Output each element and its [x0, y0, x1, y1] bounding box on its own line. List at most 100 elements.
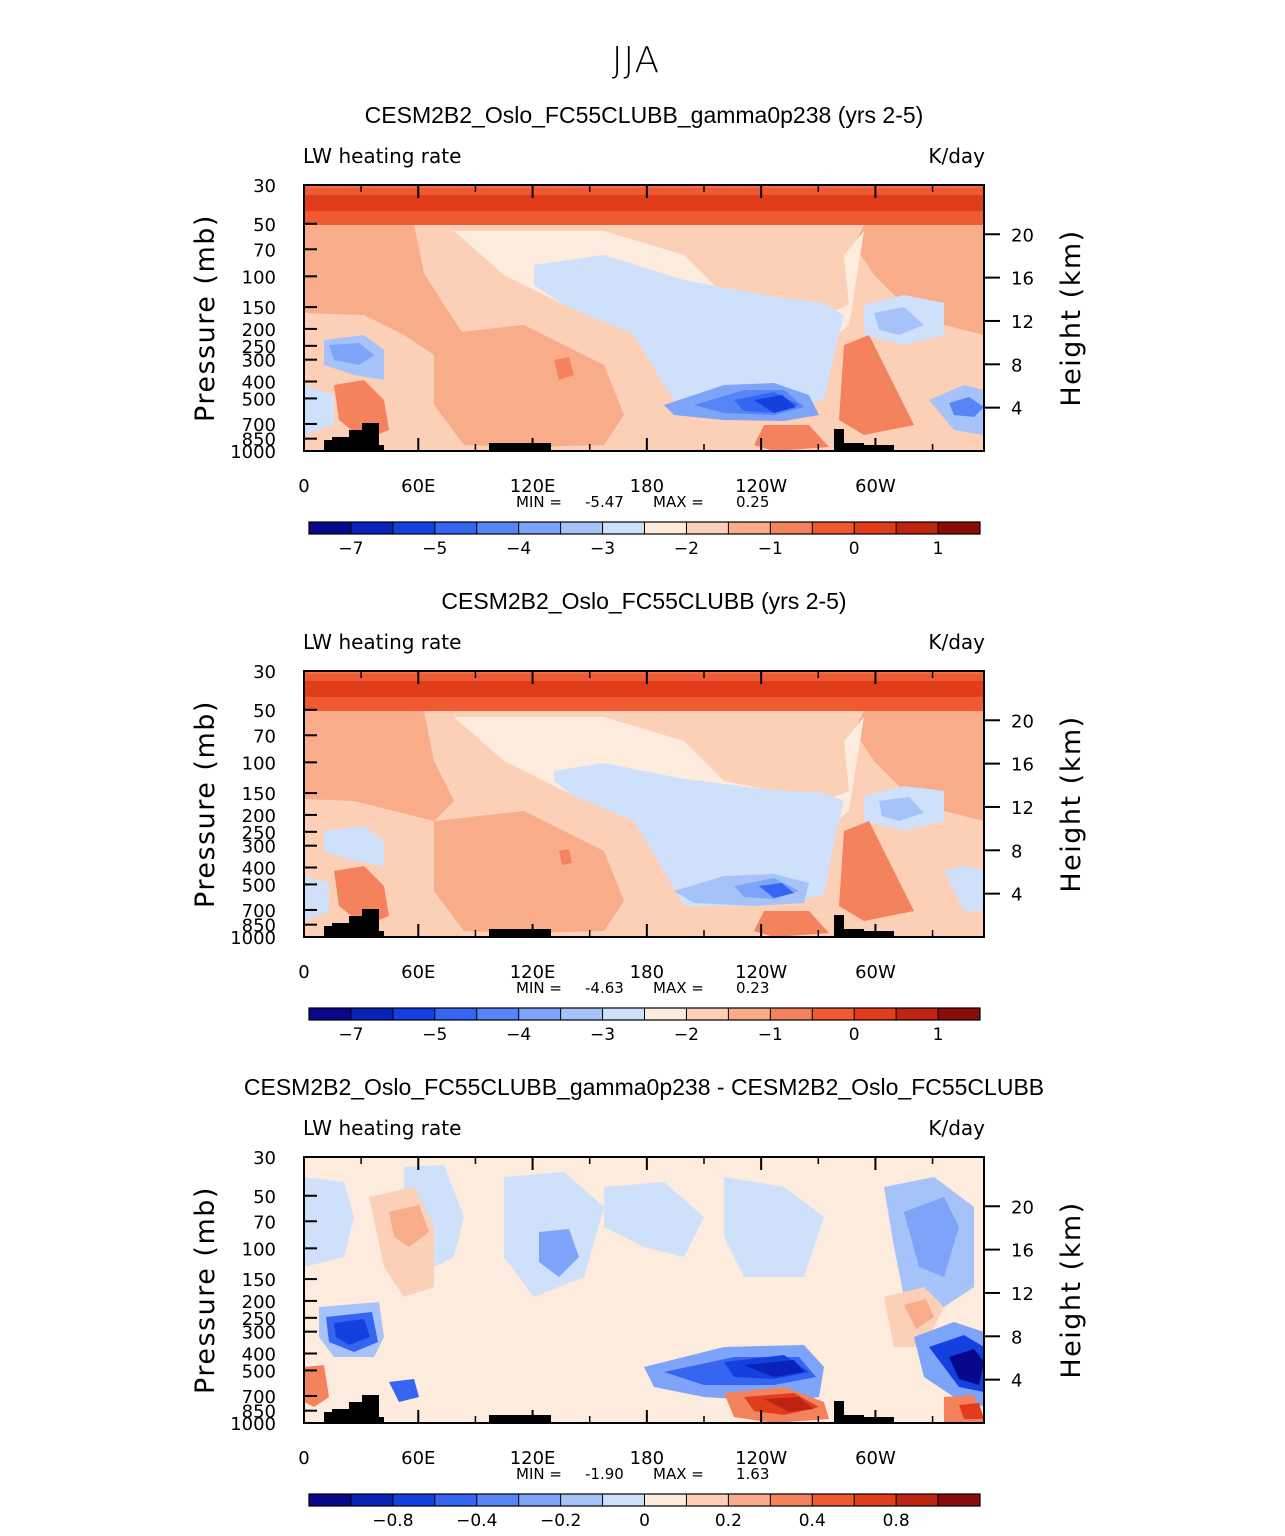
y-tick-label: 50: [253, 1187, 276, 1208]
y2-tick-label: 12: [1011, 312, 1034, 333]
min-label: MIN =: [516, 1465, 562, 1483]
colorbar-swatch: [476, 522, 520, 534]
x-tick-label: 120E: [510, 476, 556, 497]
colorbar-swatch: [812, 1008, 855, 1020]
colorbar-swatch: [560, 1008, 604, 1020]
y-tick-label: 70: [253, 240, 276, 261]
x-tick-label: 60W: [855, 962, 896, 983]
y2-tick-label: 8: [1011, 355, 1022, 376]
colorbar-label: −7: [338, 539, 363, 559]
x-tick-label: 60W: [855, 1448, 896, 1469]
panel-2: CESM2B2_Oslo_FC55CLUBB (yrs 2-5) LW heat…: [190, 588, 1087, 1045]
x-tick-label: 180: [630, 476, 664, 497]
plot-frame: [303, 670, 985, 938]
colorbar-swatch: [686, 1494, 729, 1506]
y2-tick-label: 16: [1011, 1241, 1034, 1262]
colorbar-swatch: [854, 1494, 897, 1506]
colorbar-swatch: [644, 522, 687, 534]
y-tick-label: 400: [242, 372, 276, 393]
y2-tick-label: 4: [1011, 399, 1022, 420]
x-tick-label: 0: [298, 962, 309, 983]
y2-axis-title: Height (km): [1056, 229, 1087, 406]
colorbar-swatch: [896, 1008, 939, 1020]
x-tick-label: 60W: [855, 476, 896, 497]
min-value: -5.47: [585, 493, 624, 511]
x-tick-label: 180: [630, 1448, 664, 1469]
colorbar-label: −4: [506, 1025, 531, 1045]
y-axis-title: Pressure (mb): [190, 1186, 221, 1394]
y-tick-label: 250: [242, 337, 276, 358]
colorbar-label: −4: [506, 539, 531, 559]
y-tick-label: 50: [253, 701, 276, 722]
x-tick-label: 60E: [401, 962, 435, 983]
x-tick-label: 120W: [735, 476, 787, 497]
y-tick-label: 850: [242, 916, 276, 937]
colorbar-label: −3: [590, 1025, 615, 1045]
colorbar-swatch: [309, 522, 352, 534]
colorbar-swatch: [518, 1494, 562, 1506]
y-tick-label: 100: [242, 1239, 276, 1260]
x-tick-label: 60E: [401, 476, 435, 497]
x-tick-label: 120E: [510, 1448, 556, 1469]
colorbar-label: −2: [674, 1025, 699, 1045]
y2-tick-label: 16: [1011, 755, 1034, 776]
colorbar-swatch: [518, 522, 562, 534]
contour-field: [304, 185, 984, 451]
colorbar-swatch: [812, 522, 855, 534]
y-tick-label: 30: [253, 176, 276, 197]
panel-3: CESM2B2_Oslo_FC55CLUBB_gamma0p238 - CESM…: [190, 1074, 1087, 1531]
y-tick-label: 850: [242, 430, 276, 451]
y-tick-label: 200: [242, 1292, 276, 1313]
y2-tick-label: 16: [1011, 269, 1034, 290]
y-tick-label: 850: [242, 1402, 276, 1423]
y-tick-label: 250: [242, 1309, 276, 1330]
colorbar-swatch: [434, 1494, 478, 1506]
colorbar-label: −1: [758, 539, 783, 559]
y2-axis-title: Height (km): [1056, 1201, 1087, 1378]
x-tick-label: 120W: [735, 962, 787, 983]
colorbar-swatch: [518, 1008, 562, 1020]
x-tick-label: 0: [298, 476, 309, 497]
colorbar-swatch: [770, 522, 813, 534]
colorbar-swatch: [350, 1008, 394, 1020]
y-tick-label: 700: [242, 1387, 276, 1408]
panel-title: CESM2B2_Oslo_FC55CLUBB_gamma0p238 (yrs 2…: [365, 102, 924, 128]
colorbar-label: −5: [422, 539, 447, 559]
colorbar-swatch: [476, 1494, 520, 1506]
contour-field: [304, 1157, 984, 1423]
y-tick-label: 400: [242, 1344, 276, 1365]
plot-frame: [303, 184, 985, 452]
page-title: JJA: [612, 40, 660, 81]
x-tick-label: 60E: [401, 1448, 435, 1469]
colorbar-swatch: [434, 1008, 478, 1020]
colorbar-swatch: [560, 1494, 604, 1506]
min-label: MIN =: [516, 493, 562, 511]
max-label: MAX =: [653, 979, 704, 997]
y-tick-label: 150: [242, 784, 276, 805]
panel-title: CESM2B2_Oslo_FC55CLUBB (yrs 2-5): [441, 588, 846, 614]
colorbar-swatch: [309, 1008, 352, 1020]
colorbar-swatch: [392, 522, 436, 534]
y2-tick-label: 12: [1011, 1284, 1034, 1305]
colorbar-label: 0: [849, 1025, 860, 1045]
y-tick-label: 300: [242, 1323, 276, 1344]
y-tick-label: 500: [242, 1361, 276, 1382]
units-label: K/day: [928, 630, 985, 654]
colorbar-swatch: [644, 1494, 687, 1506]
y-tick-label: 700: [242, 415, 276, 436]
colorbar-swatch: [896, 1494, 939, 1506]
colorbar-swatch: [896, 522, 939, 534]
max-label: MAX =: [653, 1465, 704, 1483]
panel-1: CESM2B2_Oslo_FC55CLUBB_gamma0p238 (yrs 2…: [190, 102, 1087, 559]
y-tick-label: 70: [253, 726, 276, 747]
colorbar-swatch: [686, 522, 729, 534]
colorbar-label: −0.4: [456, 1511, 497, 1531]
x-tick-label: 120E: [510, 962, 556, 983]
units-label: K/day: [928, 144, 985, 168]
colorbar-swatch: [770, 1494, 813, 1506]
colorbar-label: −3: [590, 539, 615, 559]
x-tick-label: 120W: [735, 1448, 787, 1469]
variable-label: LW heating rate: [303, 1116, 461, 1140]
y-tick-label: 150: [242, 298, 276, 319]
